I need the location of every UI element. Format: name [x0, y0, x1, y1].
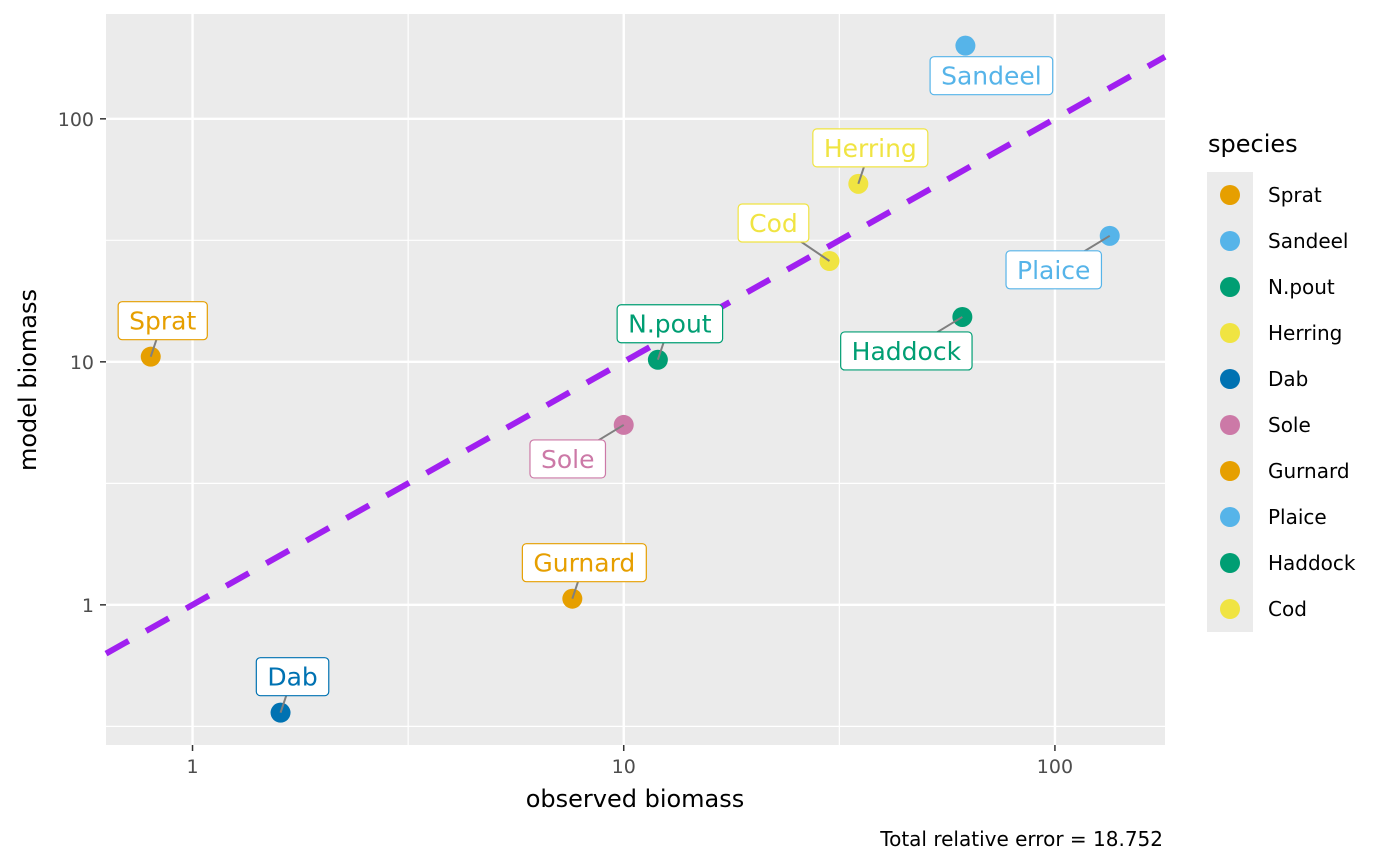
point-label-dab: Dab — [255, 657, 330, 713]
legend: species Sprat Sandeel N.pout Herring Dab Sole… — [1207, 130, 1356, 632]
point-label-herring: Herring — [812, 128, 929, 185]
point-label-sprat: Sprat — [117, 301, 208, 358]
x-tick-label: 1 — [186, 756, 198, 778]
label-box-haddock — [840, 331, 973, 371]
point-label-plaice: Plaice — [1005, 234, 1111, 290]
legend-key-herring — [1220, 323, 1240, 343]
x-tick-label: 10 — [612, 756, 636, 778]
point-labels-layer: Sprat Sandeel N.pout Herring Dab Sole Gurnard P… — [117, 56, 1111, 713]
y-tick-label: 1 — [82, 595, 94, 617]
label-text-herring: Herring — [824, 134, 917, 163]
label-text-haddock: Haddock — [852, 337, 962, 366]
y-axis-title: model biomass — [14, 289, 42, 471]
label-text-dab: Dab — [267, 663, 317, 692]
label-box-plaice — [1005, 250, 1103, 290]
legend-key-sprat — [1220, 185, 1240, 205]
point-label-sandeel: Sandeel — [929, 56, 1054, 96]
legend-label-sole: Sole — [1268, 413, 1311, 437]
gridlines — [106, 14, 1165, 745]
y-tick-label: 10 — [70, 352, 94, 374]
y-tick-label: 100 — [58, 109, 94, 131]
label-text-sandeel: Sandeel — [941, 62, 1042, 91]
legend-key-gurnard — [1220, 461, 1240, 481]
reference-line-layer — [104, 54, 1167, 657]
legend-key-sole — [1220, 415, 1240, 435]
point-label-n-pout: N.pout — [616, 304, 724, 361]
label-box-cod — [737, 203, 810, 243]
label-text-sprat: Sprat — [129, 307, 196, 336]
legend-key-haddock — [1220, 553, 1240, 573]
legend-key-plaice — [1220, 507, 1240, 527]
legend-label-gurnard: Gurnard — [1268, 459, 1350, 483]
identity-reference-line — [104, 54, 1167, 657]
label-text-plaice: Plaice — [1017, 256, 1090, 285]
label-box-n-pout — [616, 304, 724, 344]
legend-label-haddock: Haddock — [1268, 551, 1356, 575]
label-box-sprat — [117, 301, 208, 341]
legend-label-plaice: Plaice — [1268, 505, 1327, 529]
legend-label-sandeel: Sandeel — [1268, 229, 1349, 253]
label-text-sole: Sole — [541, 445, 595, 474]
x-tick-label: 100 — [1037, 756, 1073, 778]
legend-key-dab — [1220, 369, 1240, 389]
legend-key-n-pout — [1220, 277, 1240, 297]
point-label-cod: Cod — [737, 203, 831, 262]
point-label-sole: Sole — [529, 424, 625, 479]
point-label-haddock: Haddock — [840, 316, 973, 371]
label-box-herring — [812, 128, 929, 168]
label-box-dab — [255, 657, 330, 697]
legend-key-cod — [1220, 599, 1240, 619]
data-point-sandeel — [955, 35, 976, 56]
axes: 1 10 100 1 10 100 — [58, 109, 1073, 778]
x-axis-title: observed biomass — [526, 785, 745, 813]
label-box-sandeel — [929, 56, 1054, 96]
legend-key-sandeel — [1220, 231, 1240, 251]
label-box-sole — [529, 439, 607, 479]
label-text-gurnard: Gurnard — [533, 549, 635, 578]
caption: Total relative error = 18.752 — [879, 827, 1163, 851]
legend-label-sprat: Sprat — [1268, 183, 1322, 207]
data-points-layer — [140, 35, 1120, 723]
legend-label-n-pout: N.pout — [1268, 275, 1335, 299]
point-label-gurnard: Gurnard — [521, 543, 647, 600]
label-box-gurnard — [521, 543, 647, 583]
legend-title: species — [1208, 130, 1298, 158]
legend-label-herring: Herring — [1268, 321, 1342, 345]
label-text-cod: Cod — [749, 209, 798, 238]
legend-label-dab: Dab — [1268, 367, 1308, 391]
panel-background — [106, 14, 1165, 745]
label-text-n-pout: N.pout — [628, 310, 712, 339]
legend-label-cod: Cod — [1268, 597, 1307, 621]
